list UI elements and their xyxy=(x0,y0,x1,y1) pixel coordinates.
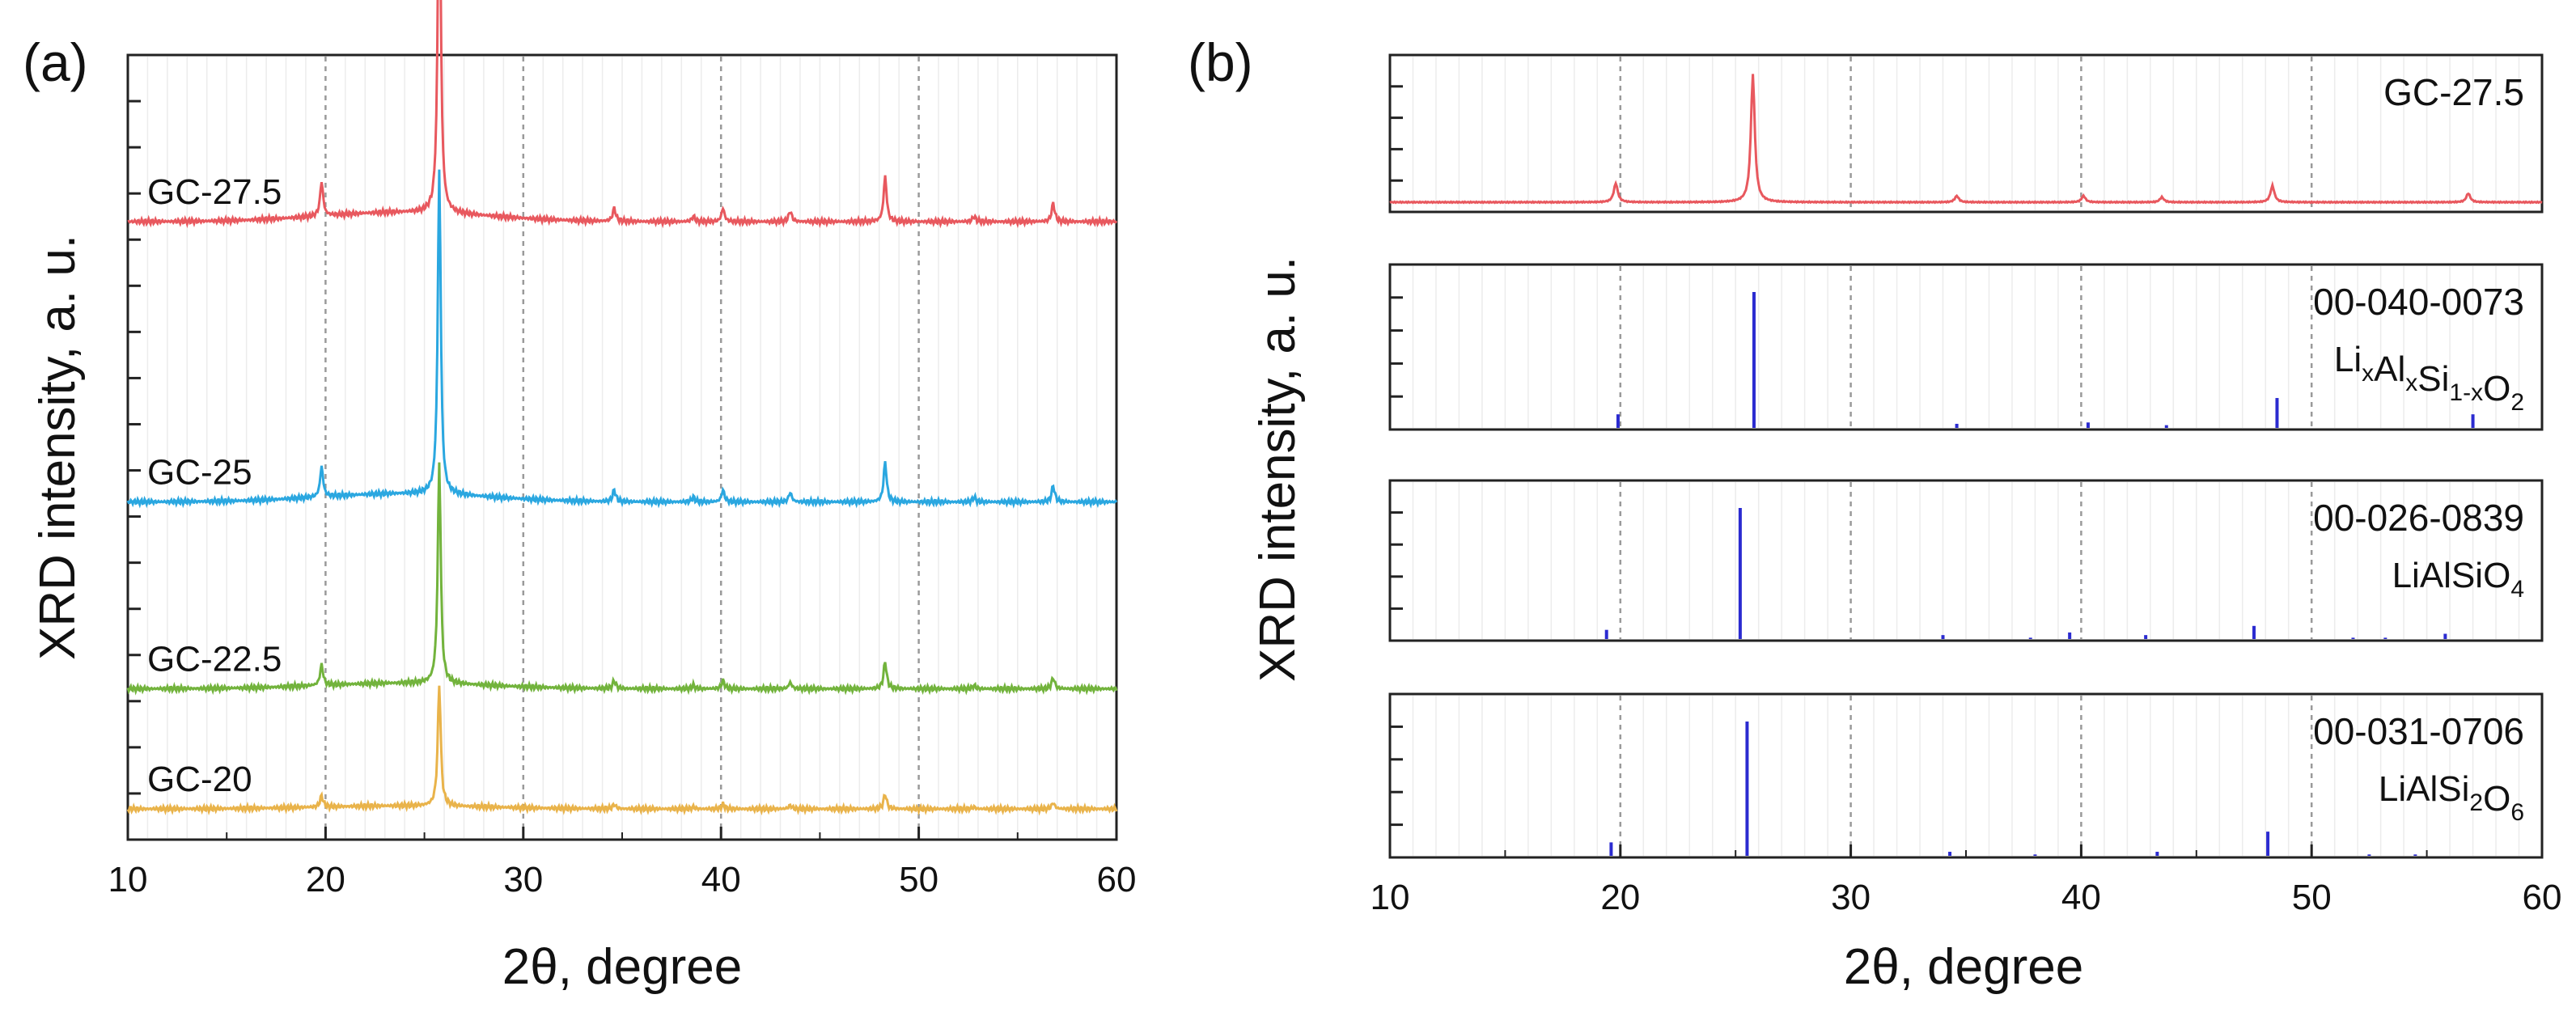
subpanel-00-040-0073: 00-040-0073 LixAlxSi1-xO2 xyxy=(1388,263,2544,431)
subpanel-frame xyxy=(1388,479,2544,642)
panel-b-x-label: 2θ, degree xyxy=(1844,939,2083,995)
panel-b-x-tick-label: 30 xyxy=(1831,878,1871,917)
panel-a-x-tick-label: 40 xyxy=(701,860,741,899)
series-gc-20-line xyxy=(126,685,1118,816)
subpanel-formula: LixAlxSi1-xO2 xyxy=(2334,340,2524,416)
panel-b: (b) GC-27.5 00-040-0073 LixAlxSi1-xO2 00-02… xyxy=(1188,32,2561,995)
panel-a-y-ticks xyxy=(128,99,141,795)
subpanel-frame xyxy=(1388,53,2544,214)
subpanel-frame xyxy=(1388,263,2544,431)
subpanel-formula: LiAlSi2O6 xyxy=(2379,769,2524,826)
panel-b-x-tick-label: 20 xyxy=(1600,878,1640,917)
panel-a-grid xyxy=(146,57,1098,838)
subpanel-00-026-0839: 00-026-0839 LiAlSiO4 xyxy=(1388,479,2544,642)
panel-b-x-tick-label: 60 xyxy=(2523,878,2562,917)
panel-a-x-tick-label: 30 xyxy=(503,860,543,899)
panel-b-label: (b) xyxy=(1188,32,1253,92)
series-gc-27-5-line xyxy=(127,0,1118,229)
subpanel-title: 00-026-0839 xyxy=(2313,497,2524,539)
panel-a-x-tick-label: 50 xyxy=(899,860,938,899)
panel-b-x-tick-label: 50 xyxy=(2292,878,2332,917)
subpanel-title: 00-031-0706 xyxy=(2313,710,2524,752)
series-label: GC-20 xyxy=(147,760,252,799)
panel-b-subpanels: GC-27.5 00-040-0073 LixAlxSi1-xO2 00-026-08… xyxy=(1388,53,2544,859)
panel-b-x-tick-label: 40 xyxy=(2061,878,2101,917)
subpanel-title: 00-040-0073 xyxy=(2313,281,2524,323)
panel-a-series: GC-27.5 GC-25 GC-22.5 GC-20 xyxy=(126,0,1118,816)
series-label: GC-25 xyxy=(147,453,252,493)
panel-a-y-label: XRD intensity, a. u. xyxy=(30,235,86,660)
panel-a-x-axis: 10 20 30 40 50 60 xyxy=(108,827,1137,899)
panel-b-y-label: XRD intensity, a. u. xyxy=(1250,256,1306,682)
panel-a-x-tick-label: 20 xyxy=(306,860,345,899)
subpanel-title: GC-27.5 xyxy=(2383,71,2524,113)
panel-a-x-label: 2θ, degree xyxy=(502,939,742,995)
subpanel-00-031-0706: 00-031-0706 LiAlSi2O6 xyxy=(1388,692,2544,859)
series-label: GC-27.5 xyxy=(147,172,282,212)
subpanel-gc-27-5: GC-27.5 xyxy=(1388,53,2544,214)
panel-a: (a) 10 20 30 40 50 60 GC-27.5GC-25GC-22.5GC-2… xyxy=(23,0,1136,995)
gc-27-5-line xyxy=(1389,74,2543,205)
panel-a-x-tick-label: 10 xyxy=(108,860,148,899)
panel-b-x-axis: 10 20 30 40 50 60 xyxy=(1371,844,2562,917)
panel-a-x-tick-label: 60 xyxy=(1097,860,1137,899)
panel-b-x-tick-label: 10 xyxy=(1371,878,1410,917)
series-gc-22-5-line xyxy=(126,462,1118,696)
series-gc-25-line xyxy=(126,169,1118,509)
series-label: GC-22.5 xyxy=(147,640,282,679)
subpanel-formula: LiAlSiO4 xyxy=(2392,556,2524,603)
panel-a-label: (a) xyxy=(23,32,88,92)
